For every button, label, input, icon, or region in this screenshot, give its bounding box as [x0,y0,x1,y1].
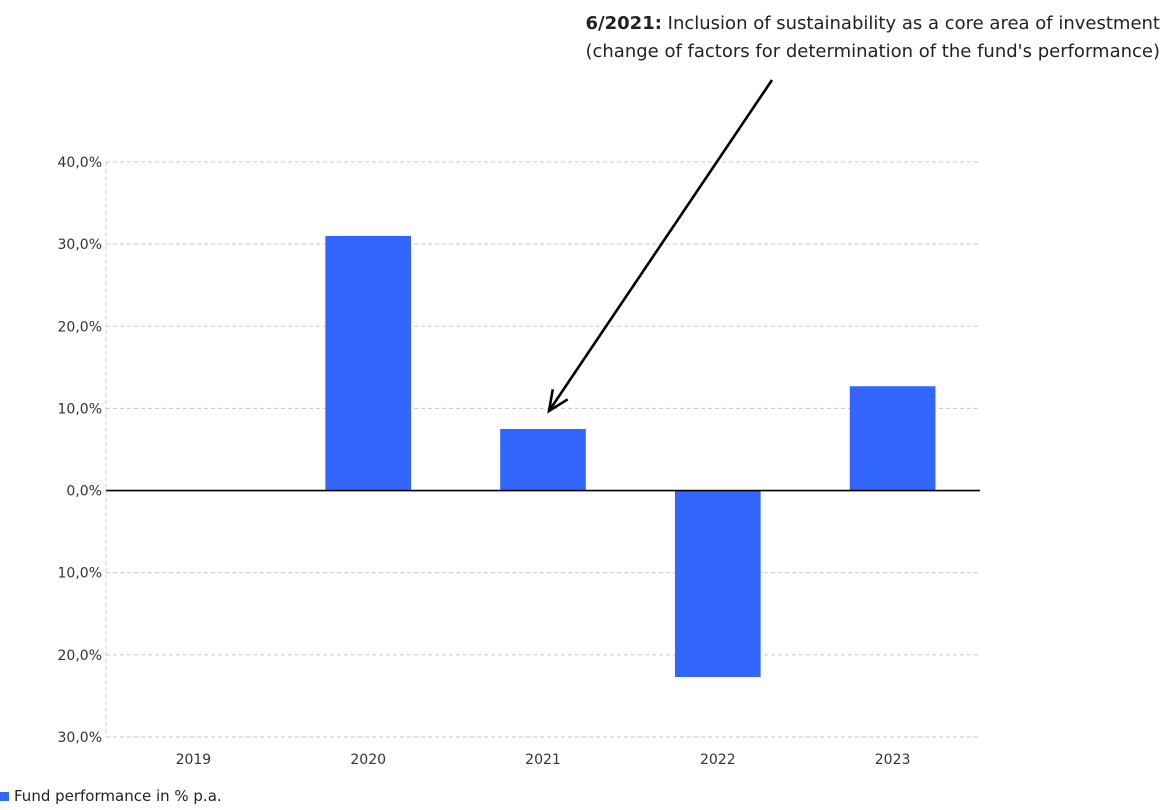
y-tick-label: 40,0% [58,155,102,171]
annotation-line-1: 6/2021: Inclusion of sustainability as a… [585,10,1160,38]
arrow-shaft [547,79,774,412]
x-tick-label: 2022 [700,752,736,768]
y-tick-label: 10,0% [58,566,102,582]
annotation-date: 6/2021: [585,13,662,34]
y-tick-label: 30,0% [58,730,102,746]
bar-2023 [849,386,936,491]
legend: Fund performance in % p.a. [0,787,222,805]
gridlines [106,161,980,738]
y-tick-label: 0,0% [66,484,102,500]
arrow-head [547,389,569,414]
annotation-text: 6/2021: Inclusion of sustainability as a… [585,10,1160,66]
y-tick-label: 20,0% [58,319,102,335]
annotation-arrow [547,79,774,414]
y-tick-label: 20,0% [58,648,102,664]
x-tick-label: 2020 [350,752,386,768]
bar-2022 [674,490,761,678]
x-tick-label: 2019 [176,752,212,768]
annotation-line-1-text: Inclusion of sustainability as a core ar… [667,13,1160,34]
y-tick-label: 10,0% [58,401,102,417]
bar-2020 [325,235,412,491]
bars [325,235,936,678]
annotation-line-2: (change of factors for determination of … [585,41,1160,62]
legend-label: Fund performance in % p.a. [14,787,222,805]
y-axis-tick-labels: 40,0% 30,0% 20,0% 10,0% 0,0% 10,0% 20,0% 30,0% [58,155,102,746]
legend-swatch [0,791,9,801]
bar-2021 [500,428,586,491]
x-tick-label: 2021 [525,752,561,768]
x-axis-tick-labels: 2019 2020 2021 2022 2023 [176,752,911,768]
y-tick-label: 30,0% [58,237,102,253]
x-tick-label: 2023 [875,752,911,768]
